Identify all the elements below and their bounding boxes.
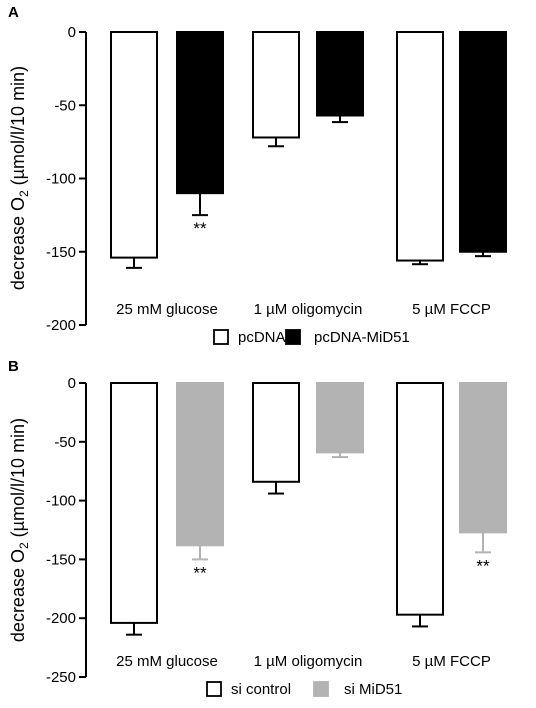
bar-pcdna-2	[396, 31, 444, 262]
legend-label: si MiD51	[344, 681, 402, 698]
category-label: 1 µM oligomycin	[254, 653, 363, 670]
bar-pcdna-mid51-0	[176, 31, 224, 195]
significance-label: **	[193, 563, 207, 582]
y-tick-label: 0	[68, 24, 76, 41]
bar-si-mid51-1	[316, 382, 364, 454]
bar-si-mid51-2	[459, 382, 507, 534]
y-tick-label: -250	[46, 669, 76, 686]
significance-label: **	[193, 219, 207, 238]
bar-si-control-0	[110, 382, 158, 624]
chart-panel-a: A 0 -50 -100 -150 -200 decrease O2 (µmol/l/10 …	[8, 4, 507, 346]
bar-si-mid51-0	[176, 382, 224, 547]
bar-pcdna-1	[252, 31, 300, 139]
significance-label: **	[476, 556, 490, 575]
bar-pcdna-mid51-1	[316, 31, 364, 117]
y-tick-label: -100	[46, 171, 76, 188]
chart-panel-b: B 0 -50 -100 -150 -200 -250 decrease O2 (µmol/l…	[8, 358, 507, 698]
y-tick-label: -150	[46, 551, 76, 568]
y-axis-label: decrease O2 (µmol/l/10 min)	[8, 418, 31, 642]
bar-pcdna-0	[110, 31, 158, 259]
legend-swatch	[285, 329, 301, 345]
legend-label: pcDNA-MiD51	[314, 329, 410, 346]
legend-swatch	[213, 329, 229, 345]
bar-si-control-1	[252, 382, 300, 483]
category-label: 5 µM FCCP	[412, 653, 491, 670]
category-label: 25 mM glucose	[116, 301, 218, 318]
y-tick-label: -50	[54, 97, 76, 114]
legend-label: pcDNA	[238, 329, 286, 346]
legend-swatch	[206, 681, 222, 697]
category-label: 1 µM oligomycin	[254, 301, 363, 318]
y-tick-label: -50	[54, 434, 76, 451]
y-tick-label: -200	[46, 610, 76, 627]
category-label: 5 µM FCCP	[412, 301, 491, 318]
legend-swatch	[313, 681, 329, 697]
panel-label: B	[8, 358, 19, 375]
y-tick-label: -100	[46, 493, 76, 510]
category-label: 25 mM glucose	[116, 653, 218, 670]
bar-pcdna-mid51-2	[459, 31, 507, 253]
y-tick-label: 0	[68, 375, 76, 392]
y-tick-label: -200	[46, 317, 76, 334]
legend-label: si control	[231, 681, 291, 698]
panel-label: A	[8, 4, 19, 21]
y-tick-label: -150	[46, 244, 76, 261]
bar-si-control-2	[396, 382, 444, 616]
y-axis-label: decrease O2 (µmol/l/10 min)	[8, 66, 31, 290]
